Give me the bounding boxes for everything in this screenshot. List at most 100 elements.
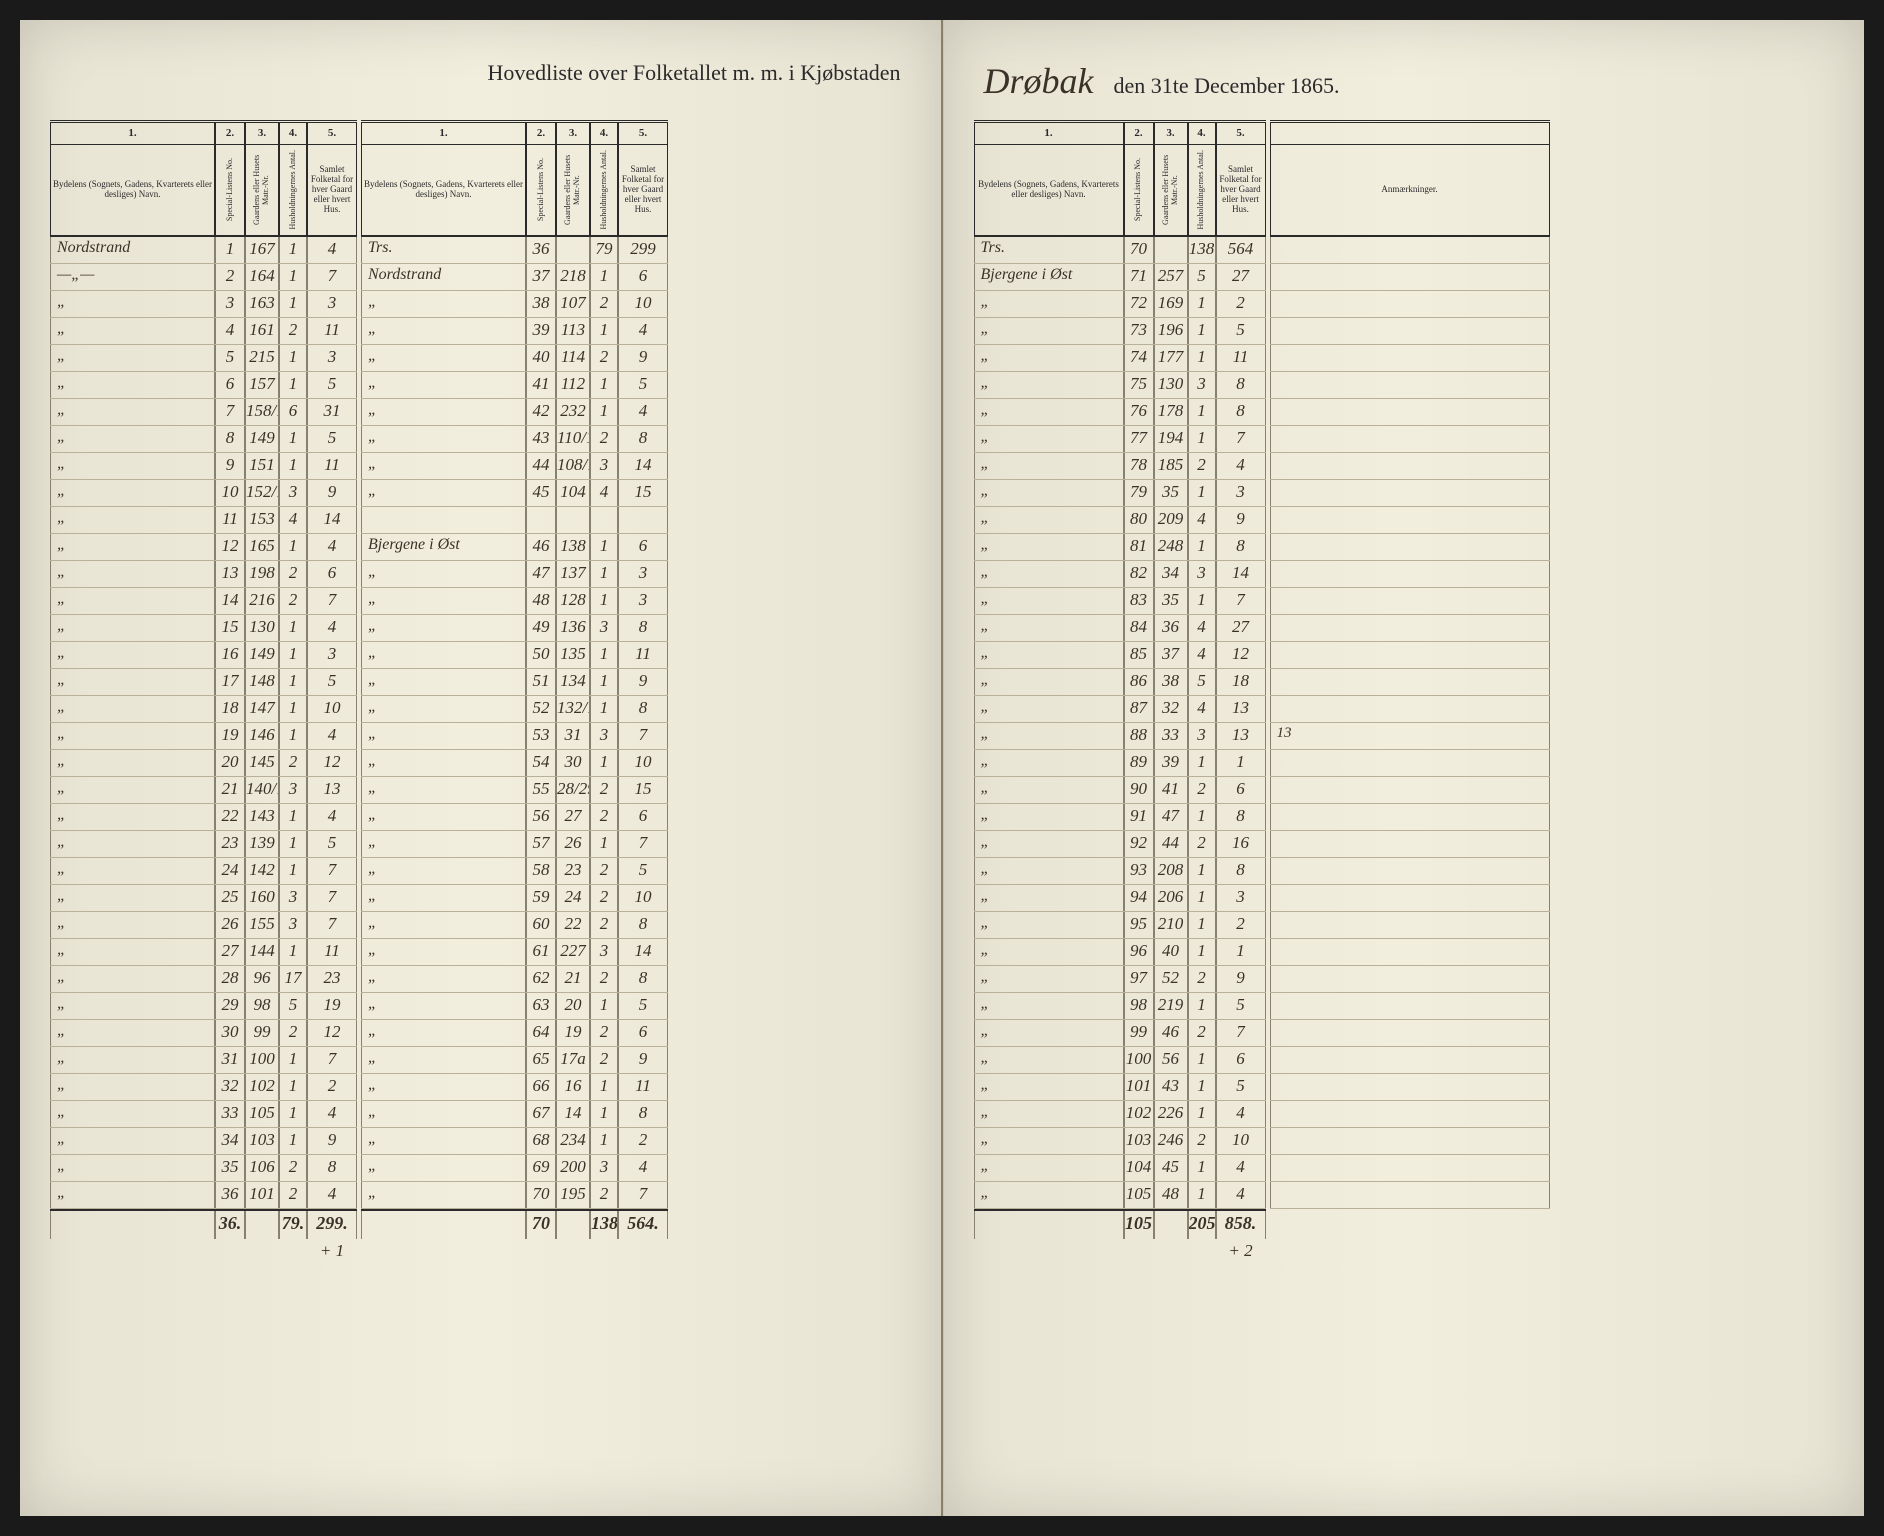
cell-c3: 160 [245,885,279,911]
cell-c4: 1 [590,831,618,857]
cell-c5: 13 [307,777,357,803]
table-row: „3110017 [50,1047,357,1074]
cell-c5: 4 [618,399,668,425]
cell-c3: 157 [245,372,279,398]
cell-c4: 2 [590,1182,618,1208]
table-row: „2214314 [50,804,357,831]
cell-remarks: 13 [1270,723,1550,749]
table-row: Nordstrand116714 [50,237,357,264]
left-block-2: 1. 2. 3. 4. 5. Bydelens (Sognets, Gadens… [361,120,668,1266]
cell-c4: 1 [1188,858,1216,884]
cell-c4: 1 [279,1101,307,1127]
cell-c2: 76 [1124,399,1154,425]
table-row [1270,1020,1550,1047]
table-row: „5924210 [361,885,668,912]
cell-c2: 14 [215,588,245,614]
cell-remarks [1270,345,1550,371]
cell-c3: 139 [245,831,279,857]
cell-c2: 26 [215,912,245,938]
table-head-2: 1. 2. 3. 4. 5. Bydelens (Sognets, Gadens… [361,120,668,237]
cell-name: „ [361,426,526,452]
cell-name: „ [361,777,526,803]
cell-remarks [1270,615,1550,641]
table-row: „2998519 [50,993,357,1020]
table-row: „814915 [50,426,357,453]
cell-c2: 11 [215,507,245,533]
cell-c5: 10 [618,750,668,776]
remarks-label: Anmærkninger. [1270,145,1550,235]
cell-c5: 4 [1216,1182,1266,1208]
remarks-hnum [1270,123,1550,145]
table-row [1270,966,1550,993]
cell-c2: 41 [526,372,556,398]
cell-name: „ [361,1074,526,1100]
cell-c5: 8 [1216,372,1266,398]
table-row: „9821915 [974,993,1266,1020]
table-row: „904126 [974,777,1266,804]
cell-c4: 4 [1188,507,1216,533]
cell-c5: 4 [1216,1155,1266,1181]
table-row: „1054814 [974,1182,1266,1209]
cell-c5: 4 [307,804,357,830]
cell-c5: 6 [618,1020,668,1046]
cell-c4: 2 [1188,966,1216,992]
cell-name: „ [361,912,526,938]
cell-c5: 18 [1216,669,1266,695]
table-row: „8537412 [974,642,1266,669]
cell-name: „ [361,1128,526,1154]
table-row: „4011429 [361,345,668,372]
table-row: „1044514 [974,1155,1266,1182]
cell-name: „ [361,453,526,479]
cell-c4: 3 [590,723,618,749]
cell-c2: 19 [215,723,245,749]
table-row: Trs.70138564 [974,237,1266,264]
cell-name: „ [974,1074,1124,1100]
cell-c5: 9 [1216,507,1266,533]
cell-c2: 75 [1124,372,1154,398]
cell-c3: 227 [556,939,590,965]
cell-c4: 1 [590,318,618,344]
cell-c5: 2 [618,1128,668,1154]
cell-name: „ [50,885,215,911]
cell-c3: 34 [1154,561,1188,587]
cell-name: „ [50,1101,215,1127]
table-row: „622128 [361,966,668,993]
cell-c4: 3 [590,1155,618,1181]
cell-c4: 4 [279,507,307,533]
cell-remarks [1270,1074,1550,1100]
cell-c5: 4 [307,1101,357,1127]
cell-c4: 1 [279,345,307,371]
cell-c4: 2 [1188,1020,1216,1046]
cell-name: „ [361,669,526,695]
cell-c4: 1 [1188,534,1216,560]
cell-c4: 2 [590,885,618,911]
table-row: „18147110 [50,696,357,723]
cell-name: „ [361,750,526,776]
cell-c4: 1 [279,939,307,965]
cell-c2 [526,507,556,533]
cell-c5: 3 [307,345,357,371]
cell-name: „ [50,1020,215,1046]
title-left: Hovedliste over Folketallet m. m. i Kjøb… [487,60,900,85]
cell-c5: 12 [307,750,357,776]
cell-c2: 80 [1124,507,1154,533]
cell-c3: 130 [245,615,279,641]
table-row: „5528/29215 [361,777,668,804]
table-row: „43110/11128 [361,426,668,453]
cell-c4: 17 [279,966,307,992]
cell-c5: 7 [307,885,357,911]
cell-c3: 151 [245,453,279,479]
title-date: den 31te December 1865. [1114,73,1340,99]
cell-name: „ [50,480,215,506]
cell-c5: 11 [307,318,357,344]
cell-c3: 128 [556,588,590,614]
cell-remarks [1270,1155,1550,1181]
cell-c2: 56 [526,804,556,830]
cell-c4: 1 [279,696,307,722]
table-row: „6517a29 [361,1047,668,1074]
cell-c4: 1 [590,372,618,398]
cell-c5: 9 [307,1128,357,1154]
cell-c4: 1 [1188,1101,1216,1127]
cell-name: „ [50,588,215,614]
cell-c4: 1 [279,723,307,749]
